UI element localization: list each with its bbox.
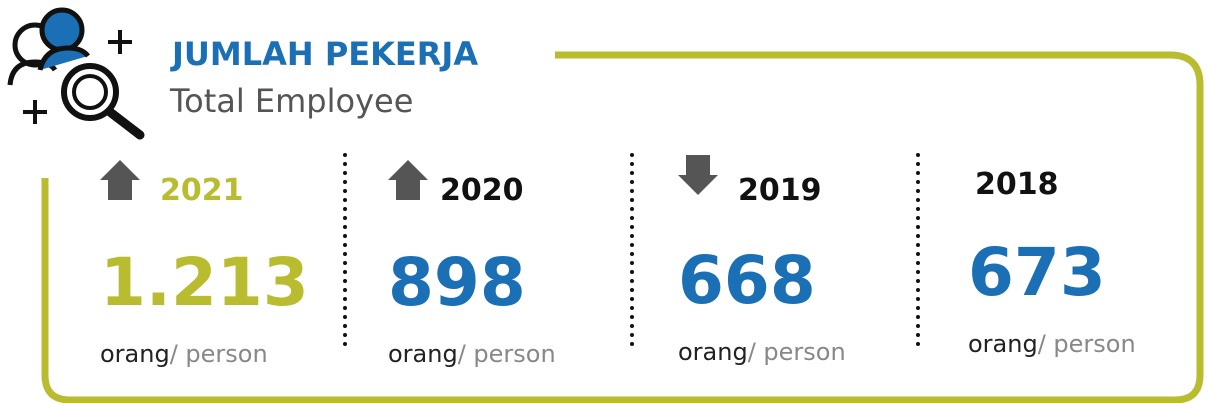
unit-en: / person — [458, 340, 556, 368]
unit: orang/ person — [388, 340, 556, 368]
value: 898 — [388, 244, 526, 321]
unit-id: orang — [100, 340, 170, 368]
unit-en: / person — [170, 340, 268, 368]
frame — [41, 51, 1204, 403]
icon — [7, 7, 145, 140]
year: 2018 — [975, 167, 1059, 202]
unit-en: / person — [748, 338, 846, 366]
year: 2019 — [738, 173, 822, 208]
value: 668 — [678, 242, 816, 319]
unit-id: orang — [678, 338, 748, 366]
value: 1.213 — [100, 244, 309, 321]
subtitle: Total Employee — [169, 82, 413, 120]
title: JUMLAH PEKERJA — [170, 35, 478, 73]
unit: orang/ person — [100, 340, 268, 368]
year: 2021 — [160, 173, 244, 208]
unit: orang/ person — [678, 338, 846, 366]
unit-id: orang — [968, 330, 1038, 358]
year: 2020 — [440, 173, 524, 208]
unit-id: orang — [388, 340, 458, 368]
unit-en: / person — [1038, 330, 1136, 358]
arrow-up — [100, 160, 140, 200]
arrow-down — [678, 155, 718, 195]
value: 673 — [968, 234, 1106, 311]
arrow-up — [388, 160, 428, 200]
separators — [343, 153, 920, 352]
unit: orang/ person — [968, 330, 1136, 358]
